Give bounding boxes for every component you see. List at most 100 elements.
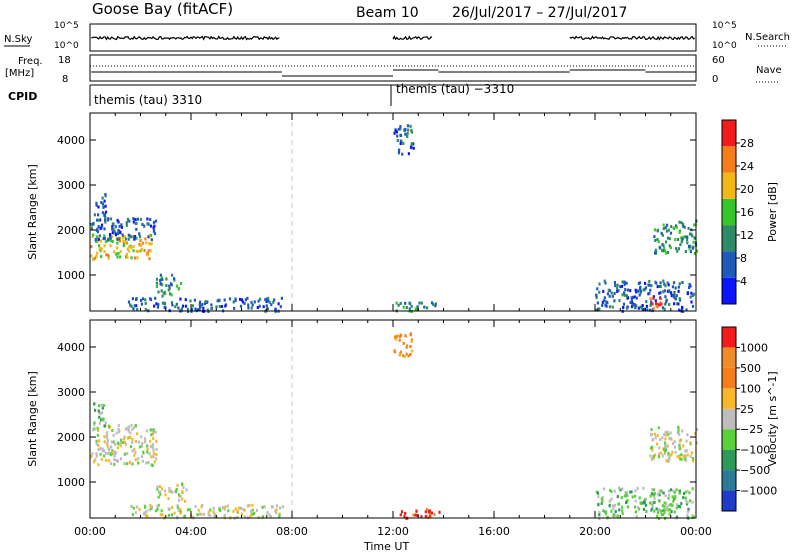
scatter-point <box>134 440 137 443</box>
scatter-point <box>430 301 434 305</box>
scatter-point <box>604 303 607 307</box>
scatter-point <box>209 508 212 512</box>
scatter-point <box>433 513 436 516</box>
scatter-point <box>160 509 163 513</box>
scatter-point <box>665 298 668 302</box>
scatter-point <box>133 304 136 308</box>
scatter-point <box>616 289 619 293</box>
scatter-point <box>656 237 659 241</box>
scatter-point <box>103 199 106 203</box>
scatter-point <box>142 512 145 516</box>
scatter-point <box>664 448 668 452</box>
scatter-point <box>410 142 413 146</box>
scatter-point <box>156 487 159 491</box>
scatter-point <box>689 441 692 445</box>
scatter-point <box>144 237 147 241</box>
scatter-point <box>654 248 657 252</box>
nsky-tick-top: 10^5 <box>54 21 79 31</box>
scatter-point <box>650 508 653 512</box>
scatter-point <box>131 437 134 441</box>
scatter-point <box>651 448 654 452</box>
scatter-point <box>111 227 114 231</box>
scatter-point <box>398 148 401 152</box>
scatter-point <box>123 435 126 439</box>
scatter-point <box>411 349 414 353</box>
scatter-point <box>662 223 665 227</box>
scatter-point <box>681 222 685 226</box>
power-panel: 1000 2000 3000 4000 Slant Range [km] <box>26 112 699 314</box>
scatter-point <box>632 295 635 299</box>
scatter-point <box>173 277 176 281</box>
scatter-point <box>670 225 673 229</box>
scatter-point <box>140 247 143 251</box>
scatter-point <box>191 304 194 308</box>
freq-tick-top: 18 <box>58 55 71 66</box>
scatter-point <box>130 256 133 260</box>
colorbar-tick-label: 12 <box>740 229 754 242</box>
scatter-point <box>101 211 104 215</box>
scatter-point <box>173 278 176 282</box>
scatter-point <box>133 426 136 430</box>
scatter-point <box>141 459 144 463</box>
scatter-point <box>661 436 664 440</box>
power-axes: 1000 2000 3000 4000 <box>57 113 697 311</box>
colorbar-frame <box>721 326 737 512</box>
scatter-point <box>137 457 140 461</box>
scatter-point <box>414 307 417 311</box>
scatter-point <box>636 289 639 293</box>
scatter-point <box>251 303 254 307</box>
scatter-point <box>409 345 412 348</box>
scatter-cluster <box>653 219 699 255</box>
scatter-point <box>652 307 655 311</box>
scatter-point <box>434 302 437 306</box>
nsky-label: N.Sky <box>4 34 32 45</box>
scatter-point <box>132 217 135 221</box>
scatter-point <box>669 246 672 250</box>
scatter-point <box>101 196 104 200</box>
scatter-point <box>626 490 629 494</box>
scatter-point <box>414 513 417 517</box>
scatter-point <box>623 293 627 297</box>
scatter-point <box>123 462 126 466</box>
scatter-point <box>132 220 135 224</box>
cpid-label: CPID <box>8 90 37 103</box>
scatter-point <box>658 517 661 521</box>
scatter-point <box>125 223 128 227</box>
scatter-point <box>124 443 128 447</box>
scatter-point <box>653 235 656 239</box>
scatter-point <box>251 512 254 516</box>
scatter-point <box>167 513 170 517</box>
colorbar-segment <box>722 490 736 511</box>
velocity-panel: 1000 2000 3000 4000 00:00 04:00 08:00 12:00 16:0… <box>26 319 712 553</box>
scatter-point <box>112 440 115 444</box>
scatter-point <box>675 225 678 229</box>
scatter-point <box>125 252 128 256</box>
cpid-text-1: themis (tau) 3310 <box>94 93 202 107</box>
scatter-point <box>690 291 693 295</box>
scatter-point <box>131 513 134 517</box>
scatter-point <box>638 281 641 285</box>
scatter-point <box>213 515 216 518</box>
scatter-point <box>165 284 168 288</box>
scatter-point <box>656 285 659 289</box>
scatter-point <box>618 299 621 303</box>
scatter-point <box>642 486 645 490</box>
scatter-point <box>150 242 153 246</box>
scatter-point <box>136 249 139 253</box>
scatter-point <box>102 449 105 453</box>
ytick-label: 3000 <box>57 386 85 399</box>
xtick-label: 20:00 <box>579 525 611 538</box>
scatter-point <box>198 304 202 308</box>
scatter-point <box>270 303 273 307</box>
scatter-point <box>168 292 172 296</box>
scatter-point <box>692 459 695 463</box>
scatter-point <box>116 446 119 450</box>
scatter-point <box>410 304 413 308</box>
scatter-point <box>273 298 276 302</box>
scatter-point <box>649 288 652 292</box>
scatter-point <box>653 228 656 232</box>
scatter-point <box>182 486 185 490</box>
scatter-point <box>154 509 158 513</box>
scatter-point <box>677 425 680 429</box>
scatter-point <box>90 254 93 258</box>
